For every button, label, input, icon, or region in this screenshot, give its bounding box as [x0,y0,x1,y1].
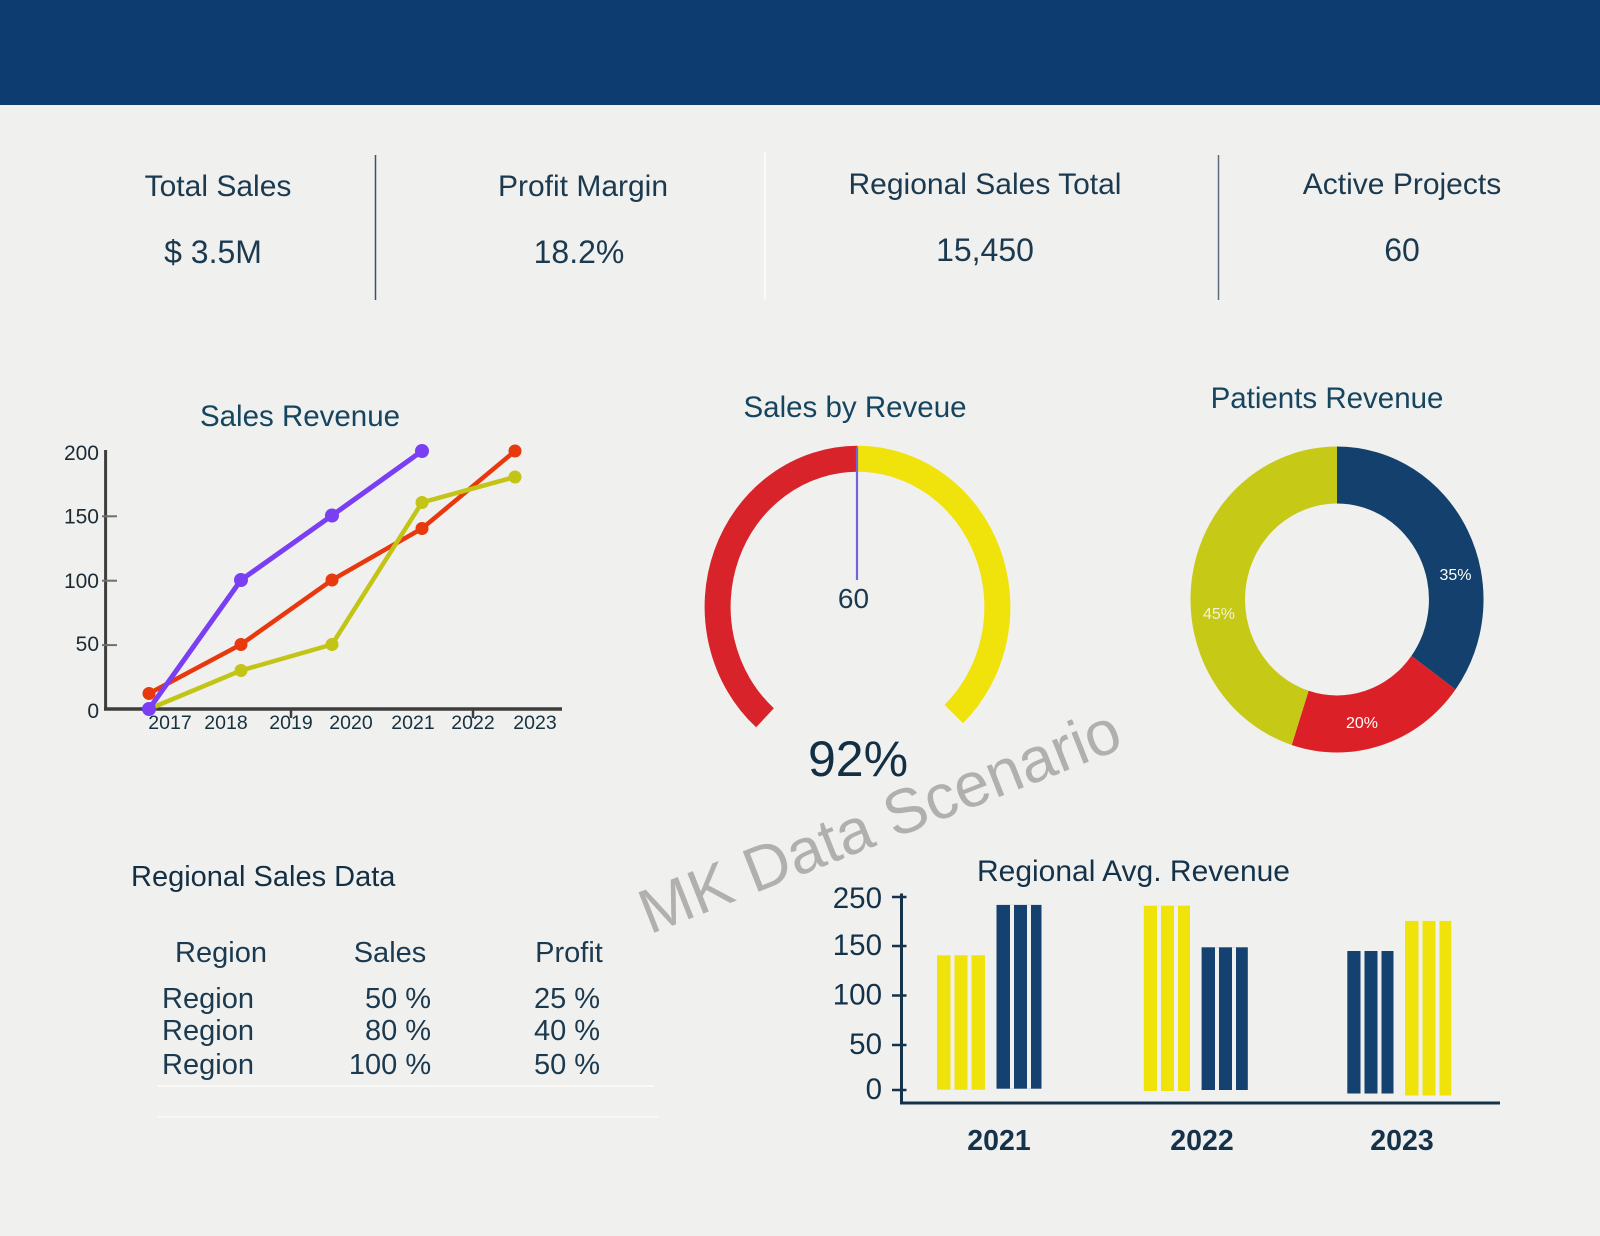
svg-text:250: 250 [833,882,882,915]
svg-text:Region: Region [162,1015,254,1047]
svg-text:Regional Sales Total: Regional Sales Total [849,168,1122,201]
svg-text:200: 200 [64,442,99,465]
svg-text:2022: 2022 [1170,1125,1233,1157]
svg-text:40 %: 40 % [534,1015,600,1047]
svg-text:Sales Revenue: Sales Revenue [200,400,400,433]
svg-text:2023: 2023 [513,712,556,734]
svg-text:2022: 2022 [451,712,494,734]
svg-text:92%: 92% [808,731,908,787]
svg-text:Total Sales: Total Sales [145,170,292,203]
svg-text:50: 50 [76,633,99,656]
svg-text:Sales: Sales [354,937,427,969]
svg-text:Region: Region [162,1049,254,1081]
svg-text:$ 3.5M: $ 3.5M [164,234,262,270]
svg-text:Regional Sales Data: Regional Sales Data [131,861,396,893]
svg-text:Region: Region [175,937,267,969]
svg-text:Active Projects: Active Projects [1303,168,1501,201]
svg-text:2018: 2018 [204,712,247,734]
svg-text:80 %: 80 % [365,1015,431,1047]
svg-text:Sales by Reveue: Sales by Reveue [743,391,966,424]
svg-text:150: 150 [64,506,99,529]
svg-text:25 %: 25 % [534,983,600,1015]
svg-text:35%: 35% [1439,567,1471,584]
svg-text:Profit: Profit [535,937,603,969]
svg-text:45%: 45% [1203,606,1235,623]
svg-text:100: 100 [833,979,882,1012]
svg-text:50 %: 50 % [534,1049,600,1081]
svg-text:150: 150 [833,929,882,962]
svg-text:60: 60 [1384,232,1420,268]
svg-text:50: 50 [849,1028,882,1061]
svg-text:100 %: 100 % [349,1049,431,1081]
svg-text:Region: Region [162,983,254,1015]
svg-text:100: 100 [64,570,99,593]
svg-text:Regional Avg. Revenue: Regional Avg. Revenue [977,855,1290,888]
svg-text:50 %: 50 % [365,983,431,1015]
svg-text:15,450: 15,450 [936,232,1034,268]
svg-text:0: 0 [866,1073,882,1106]
svg-text:0: 0 [87,700,99,723]
svg-text:2023: 2023 [1370,1125,1433,1157]
svg-text:2021: 2021 [391,712,434,734]
svg-text:Patients Revenue: Patients Revenue [1211,382,1444,415]
svg-text:20%: 20% [1346,715,1378,732]
svg-text:Profit Margin: Profit Margin [498,170,668,203]
svg-text:2019: 2019 [269,712,312,734]
svg-text:60: 60 [838,583,869,614]
svg-text:2021: 2021 [967,1125,1031,1157]
svg-text:2017: 2017 [148,712,191,734]
svg-text:2020: 2020 [329,712,373,734]
svg-text:18.2%: 18.2% [534,234,625,270]
